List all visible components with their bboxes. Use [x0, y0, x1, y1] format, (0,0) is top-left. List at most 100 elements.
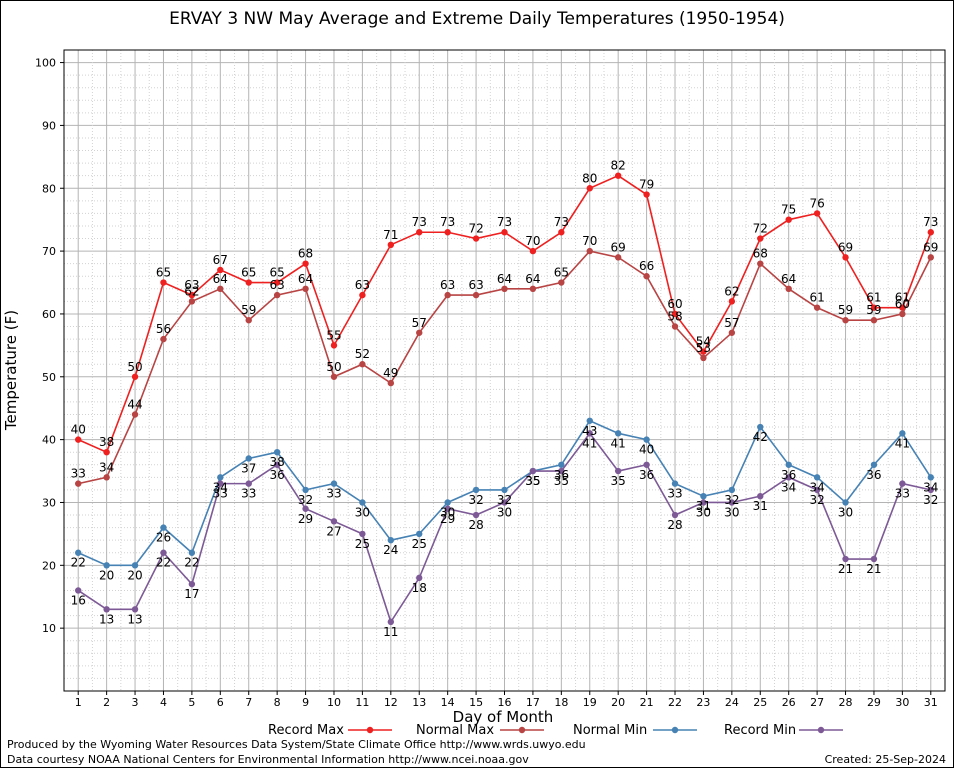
data-label: 73 — [923, 215, 938, 229]
data-label: 68 — [298, 247, 313, 261]
data-point — [501, 499, 508, 506]
data-label: 67 — [213, 253, 228, 267]
data-label: 57 — [412, 316, 427, 330]
data-point — [387, 241, 395, 249]
data-label: 62 — [724, 284, 739, 298]
y-tick-label: 100 — [35, 57, 56, 70]
data-label: 30 — [724, 505, 739, 519]
data-label: 33 — [241, 487, 256, 501]
x-tick-label: 9 — [302, 696, 309, 709]
data-label: 65 — [270, 266, 285, 280]
y-tick-label: 10 — [42, 622, 56, 635]
x-tick-label: 19 — [583, 696, 597, 709]
data-point — [899, 310, 906, 318]
data-point — [75, 549, 82, 556]
data-label: 21 — [866, 562, 881, 576]
data-point — [330, 480, 338, 487]
x-tick-label: 17 — [526, 696, 540, 709]
data-label: 33 — [667, 487, 682, 501]
x-tick-label: 12 — [384, 696, 398, 709]
data-point — [444, 499, 451, 506]
data-point — [416, 530, 423, 538]
data-point — [757, 492, 764, 500]
data-label: 56 — [156, 322, 171, 336]
data-label: 82 — [611, 159, 626, 173]
data-point — [245, 480, 252, 487]
x-tick-label: 4 — [160, 696, 167, 709]
data-label: 66 — [639, 259, 654, 273]
data-point — [302, 486, 309, 494]
legend-item: Normal Min — [573, 723, 697, 738]
data-point — [330, 342, 338, 349]
data-point — [643, 436, 650, 443]
data-point — [416, 329, 423, 336]
data-label: 61 — [809, 291, 824, 305]
data-point — [359, 499, 366, 506]
data-label: 60 — [667, 297, 682, 311]
data-point — [558, 279, 565, 286]
data-point — [416, 229, 423, 236]
data-point — [813, 304, 821, 311]
x-tick-label: 23 — [696, 696, 710, 709]
data-label: 53 — [696, 341, 711, 355]
y-tick-label: 80 — [42, 182, 56, 195]
data-point — [671, 511, 679, 519]
data-label: 34 — [213, 480, 228, 494]
data-label: 72 — [468, 222, 483, 236]
x-tick-label: 26 — [782, 696, 796, 709]
x-tick-label: 13 — [412, 696, 426, 709]
x-tick-label: 10 — [327, 696, 341, 709]
x-tick-label: 6 — [217, 696, 224, 709]
data-label: 36 — [866, 468, 881, 482]
data-label: 32 — [724, 493, 739, 507]
data-label: 42 — [753, 430, 768, 444]
data-point — [103, 474, 110, 481]
legend-marker — [817, 726, 825, 734]
x-tick-label: 30 — [895, 696, 909, 709]
data-point — [103, 606, 110, 613]
x-tick-label: 29 — [867, 696, 881, 709]
data-label: 71 — [383, 228, 398, 242]
y-axis-title: Temperature (F) — [2, 310, 20, 431]
data-point — [472, 511, 480, 519]
created-date: Created: 25-Sep-2024 — [824, 753, 946, 766]
data-point — [870, 555, 878, 563]
data-label: 32 — [497, 493, 512, 507]
data-label: 49 — [383, 366, 398, 380]
y-tick-label: 50 — [42, 371, 56, 384]
data-label: 38 — [99, 435, 114, 449]
data-label: 18 — [412, 581, 427, 595]
data-point — [444, 505, 451, 512]
data-label: 20 — [99, 568, 114, 582]
x-tick-label: 1 — [75, 696, 82, 709]
legend: Record Max Normal Max Normal Min Record Min — [268, 723, 843, 738]
data-point — [927, 486, 934, 494]
data-label: 64 — [525, 272, 540, 286]
data-label: 60 — [895, 297, 910, 311]
data-label: 32 — [809, 493, 824, 507]
data-label: 36 — [270, 468, 285, 482]
data-point — [700, 354, 707, 362]
data-point — [643, 461, 650, 468]
data-point — [671, 480, 679, 487]
data-label: 35 — [525, 474, 540, 488]
data-point — [472, 486, 480, 494]
data-point — [273, 291, 281, 299]
data-label: 55 — [326, 328, 341, 342]
y-tick-label: 30 — [42, 496, 56, 509]
data-label: 59 — [241, 303, 256, 317]
data-label: 40 — [639, 443, 654, 457]
x-tick-label: 15 — [469, 696, 483, 709]
data-label: 35 — [554, 474, 569, 488]
data-point — [899, 480, 906, 487]
x-tick-label: 20 — [611, 696, 625, 709]
data-label: 34 — [923, 480, 938, 494]
legend-label: Normal Min — [573, 723, 647, 738]
data-label: 58 — [667, 310, 682, 324]
data-label: 65 — [554, 266, 569, 280]
data-point — [842, 317, 849, 324]
data-point — [131, 606, 139, 613]
data-point — [700, 499, 707, 506]
data-label: 63 — [355, 278, 370, 292]
data-label: 28 — [667, 518, 682, 532]
